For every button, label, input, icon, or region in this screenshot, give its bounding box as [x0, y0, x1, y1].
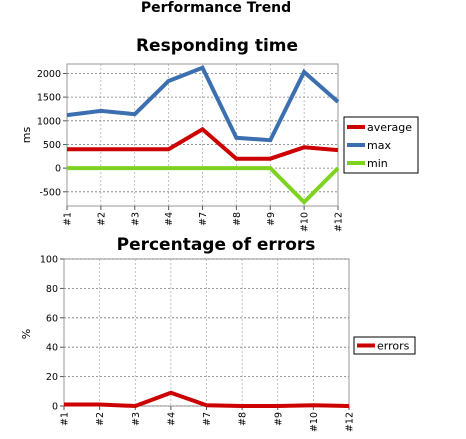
responding-time-xtick-label: #8 — [232, 212, 243, 226]
errors-xtick-label: #7 — [202, 412, 213, 426]
errors-xtick-label: #12 — [345, 412, 356, 432]
responding-time-xtick-label: #10 — [300, 212, 311, 232]
responding-time-series-max — [66, 65, 340, 143]
errors-xtick-label: #2 — [95, 412, 106, 426]
responding-time-legend-label-min: min — [367, 157, 388, 170]
errors-xtick-label: #3 — [131, 412, 142, 426]
errors-xtick-label: #8 — [238, 412, 249, 426]
responding-time-xtick-label: #2 — [96, 212, 107, 226]
errors-ytick-label: 40 — [46, 343, 58, 354]
responding-time-series-min — [67, 166, 340, 206]
errors-xtick-label: #9 — [273, 412, 284, 426]
responding-time-xtick-label: #1 — [63, 212, 74, 226]
responding-time-ytick-label: 500 — [43, 140, 61, 151]
errors-ytick-label: 0 — [52, 402, 58, 413]
responding-time-legend-label-average: average — [367, 121, 412, 134]
responding-time-ytick-label: 1500 — [37, 93, 61, 104]
responding-time-ytick-label: 2000 — [37, 69, 61, 80]
errors-ytick-label: 20 — [46, 372, 58, 383]
responding-time-xtick-label: #12 — [334, 212, 345, 232]
errors-series-errors — [64, 390, 350, 409]
responding-time-xtick-label: #4 — [164, 212, 175, 226]
responding-time-xtick-label: #7 — [198, 212, 209, 226]
errors-ytick-label: 80 — [46, 284, 58, 295]
errors-y-axis-label: % — [20, 329, 33, 339]
page-title: Performance Trend — [140, 0, 292, 16]
errors-xtick-label: #10 — [309, 412, 320, 432]
errors-ytick-label: 100 — [40, 255, 58, 266]
responding-time-ytick-label: 0 — [55, 164, 61, 175]
errors-legend — [353, 336, 416, 355]
errors-chart-title: Percentage of errors — [117, 235, 316, 255]
responding-time-ytick-label: 1000 — [37, 116, 61, 127]
responding-time-series-average — [67, 126, 339, 161]
responding-time-legend-label-max: max — [367, 139, 391, 152]
responding-time-ytick-label: -500 — [39, 187, 61, 198]
responding-time-y-axis-label: ms — [20, 127, 33, 144]
responding-time-xtick-label: #3 — [130, 212, 141, 226]
errors-ytick-label: 60 — [46, 313, 58, 324]
errors-legend-label-errors: errors — [377, 340, 410, 353]
errors-xtick-label: #4 — [166, 412, 177, 426]
responding-time-xtick-label: #9 — [266, 212, 277, 226]
errors-xtick-label: #1 — [60, 412, 71, 426]
responding-time-chart-title: Responding time — [136, 36, 298, 56]
